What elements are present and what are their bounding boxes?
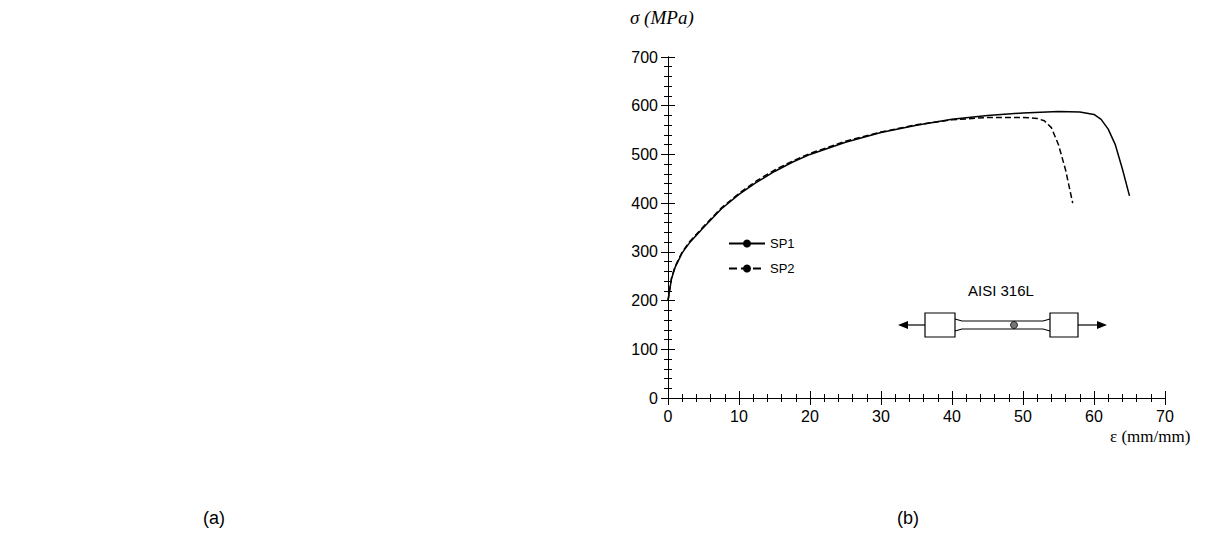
svg-text:AISI 316L: AISI 316L — [968, 282, 1034, 299]
svg-text:20: 20 — [801, 408, 819, 425]
svg-text:SP2: SP2 — [770, 261, 795, 276]
svg-text:SP1: SP1 — [770, 236, 795, 251]
svg-text:100: 100 — [631, 341, 658, 358]
svg-text:0: 0 — [664, 408, 673, 425]
svg-text:50: 50 — [1014, 408, 1032, 425]
svg-text:0: 0 — [649, 390, 658, 407]
svg-text:200: 200 — [631, 292, 658, 309]
svg-text:30: 30 — [872, 408, 890, 425]
svg-text:70: 70 — [1156, 408, 1174, 425]
svg-text:40: 40 — [943, 408, 961, 425]
svg-text:σ (MPa): σ (MPa) — [630, 7, 694, 29]
svg-text:10: 10 — [730, 408, 748, 425]
svg-text:60: 60 — [1085, 408, 1103, 425]
html-text:(a): (a) — [203, 508, 225, 528]
svg-text:ε (mm/mm): ε (mm/mm) — [1110, 427, 1190, 446]
svg-text:500: 500 — [631, 146, 658, 163]
svg-text:300: 300 — [631, 243, 658, 260]
svg-text:600: 600 — [631, 97, 658, 114]
svg-text:700: 700 — [631, 49, 658, 66]
svg-text:400: 400 — [631, 195, 658, 212]
html-text:(b): (b) — [897, 508, 919, 528]
